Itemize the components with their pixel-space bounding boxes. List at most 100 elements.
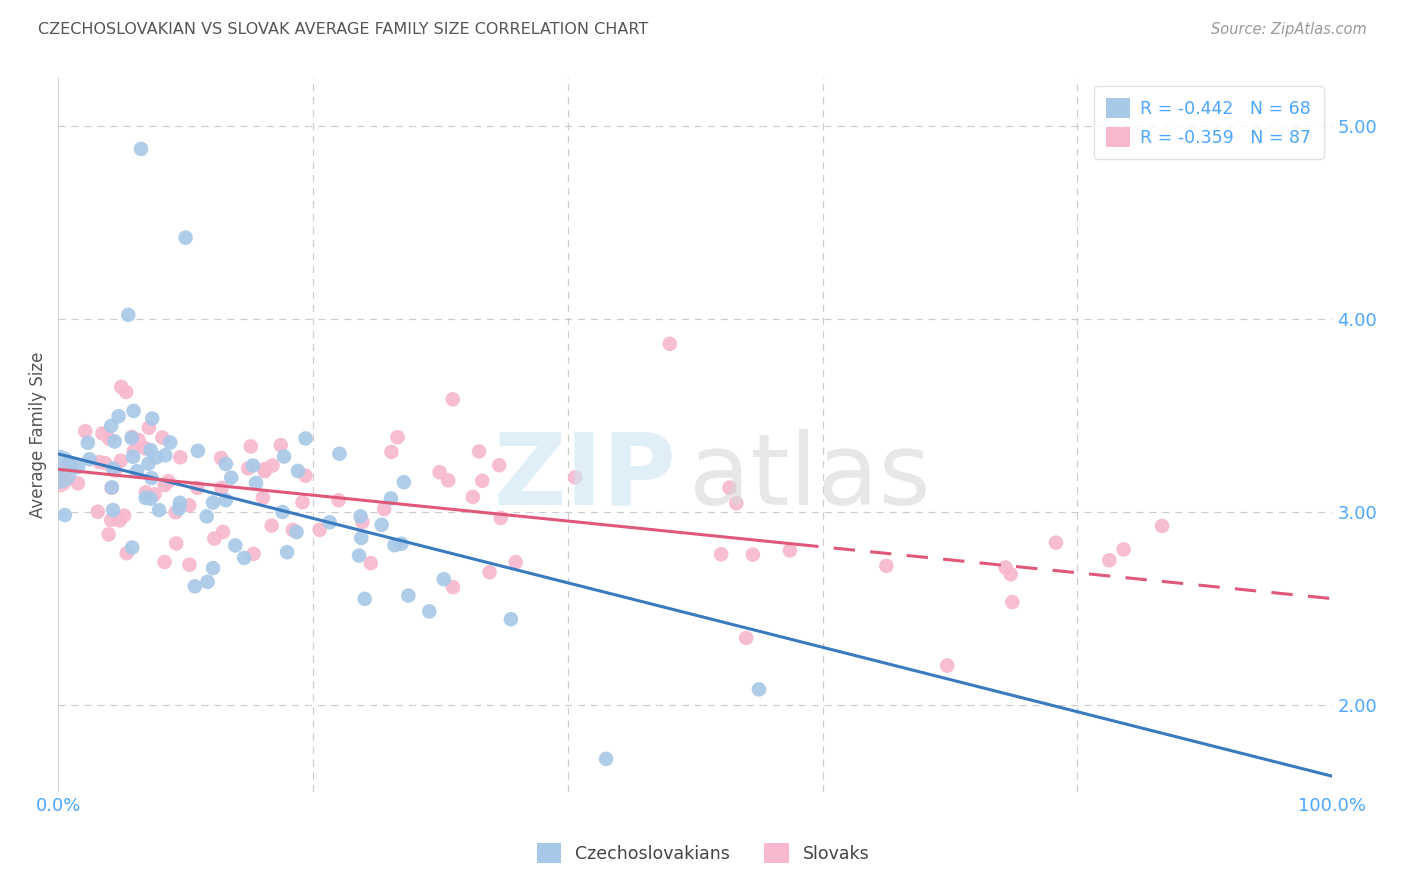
Point [564,470,586,484]
Point [122,404,145,418]
Point [202,495,225,509]
Point [215,493,238,508]
Point [104,461,127,475]
Point [89,455,111,469]
Point [1000,567,1022,582]
Point [117,308,139,322]
Point [107,409,129,424]
Legend: Czechoslovakians, Slovaks: Czechoslovakians, Slovaks [530,836,876,870]
Point [370,517,392,532]
Point [46,462,69,476]
Point [115,546,138,560]
Point [471,474,494,488]
Point [138,457,160,471]
Point [138,421,160,435]
Point [505,555,527,569]
Text: Source: ZipAtlas.com: Source: ZipAtlas.com [1211,22,1367,37]
Point [936,658,959,673]
Point [101,480,124,494]
Point [875,558,897,573]
Point [108,513,131,527]
Point [294,431,316,445]
Point [262,458,284,473]
Point [224,538,246,552]
Point [1098,553,1121,567]
Point [122,444,145,458]
Point [141,411,163,425]
Point [97,527,120,541]
Point [391,537,413,551]
Point [748,682,770,697]
Point [308,523,330,537]
Point [276,545,298,559]
Point [392,475,415,490]
Point [294,468,316,483]
Point [352,515,374,529]
Point [209,450,232,465]
Point [153,555,176,569]
Point [100,481,122,495]
Point [100,418,122,433]
Point [76,435,98,450]
Point [159,435,181,450]
Point [273,450,295,464]
Point [1001,595,1024,609]
Point [129,142,152,156]
Point [148,503,170,517]
Point [152,431,174,445]
Point [87,505,110,519]
Point [134,442,156,456]
Point [239,439,262,453]
Point [135,485,157,500]
Point [104,434,127,449]
Point [91,426,114,441]
Point [143,487,166,501]
Point [66,476,89,491]
Point [202,532,225,546]
Point [233,550,256,565]
Point [429,465,451,479]
Point [242,547,264,561]
Point [350,531,373,545]
Point [499,612,522,626]
Point [201,561,224,575]
Point [53,508,76,522]
Point [211,481,233,495]
Point [373,502,395,516]
Point [658,336,681,351]
Point [128,433,150,447]
Point [710,547,733,561]
Point [595,752,617,766]
Text: ZIP: ZIP [494,429,676,526]
Point [135,491,157,505]
Point [725,496,748,510]
Point [384,538,406,552]
Point [179,558,201,572]
Point [49,472,72,486]
Point [104,463,127,477]
Point [174,230,197,244]
Point [994,560,1017,574]
Point [110,454,132,468]
Point [741,548,763,562]
Point [260,518,283,533]
Point [1045,535,1067,549]
Point [101,503,124,517]
Point [121,430,143,444]
Point [145,450,167,465]
Point [101,461,124,475]
Point [319,515,342,529]
Point [441,580,464,594]
Point [489,511,512,525]
Point [281,523,304,537]
Point [212,524,235,539]
Point [169,496,191,510]
Point [122,450,145,464]
Point [1112,542,1135,557]
Point [153,478,176,492]
Text: atlas: atlas [689,429,931,526]
Point [195,509,218,524]
Point [187,443,209,458]
Point [287,464,309,478]
Point [380,491,402,506]
